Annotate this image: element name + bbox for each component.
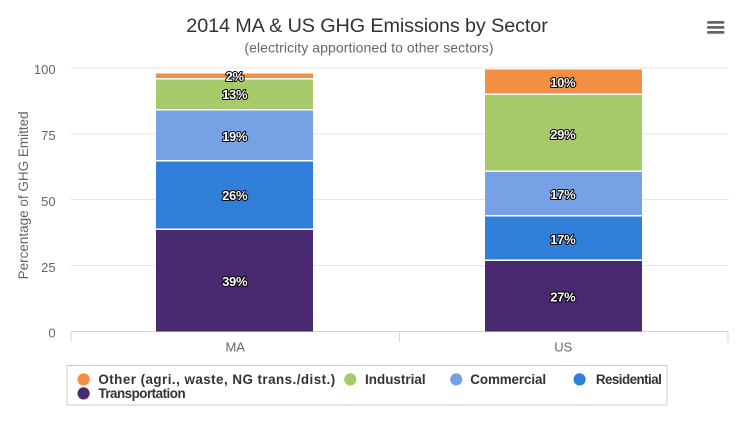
svg-text:13%: 13% [222,87,248,102]
svg-text:75: 75 [41,128,55,143]
svg-text:25: 25 [41,260,55,275]
svg-text:27%: 27% [550,289,576,304]
svg-text:29%: 29% [550,127,576,142]
svg-text:Commercial: Commercial [470,372,546,387]
svg-text:Percentage of GHG Emitted: Percentage of GHG Emitted [16,111,31,279]
svg-text:Transportation: Transportation [98,386,185,401]
svg-text:Industrial: Industrial [365,372,426,387]
svg-text:17%: 17% [550,187,576,202]
svg-text:MA: MA [225,340,245,355]
svg-text:Residential: Residential [596,372,661,387]
svg-text:100: 100 [34,62,56,77]
svg-text:(electricity apportioned to ot: (electricity apportioned to other sector… [244,39,493,55]
svg-text:17%: 17% [550,232,576,247]
svg-text:39%: 39% [222,274,248,289]
svg-text:US: US [554,340,572,355]
svg-text:Other (agri., waste, NG trans.: Other (agri., waste, NG trans./dist.) [98,372,335,387]
svg-text:2%: 2% [226,69,245,84]
svg-text:10%: 10% [550,75,576,90]
svg-text:26%: 26% [222,188,248,203]
svg-text:19%: 19% [222,129,248,144]
svg-text:0: 0 [48,326,55,341]
svg-text:50: 50 [41,194,55,209]
svg-text:2014 MA & US GHG Emissions by: 2014 MA & US GHG Emissions by Sector [186,15,548,37]
